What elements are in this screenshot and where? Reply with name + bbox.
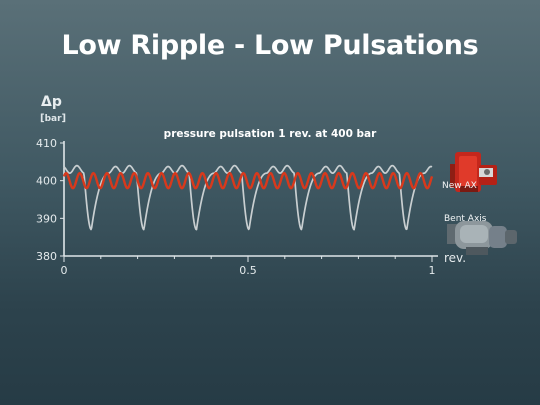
legend-label-0: New AX	[442, 181, 477, 191]
y-tick-label-2: 400	[36, 175, 57, 188]
slide-title: Low Ripple - Low Pulsations	[61, 30, 479, 61]
x-tick-label-2: 1	[429, 264, 436, 277]
y-tick-label-0: 380	[36, 250, 57, 263]
y-axis-unit: [bar]	[40, 113, 67, 124]
red-axial-pump-icon	[450, 152, 497, 192]
x-axis-label: rev.	[444, 251, 466, 265]
chart-title: pressure pulsation 1 rev. at 400 bar	[164, 128, 377, 140]
series-line-0	[62, 171, 434, 190]
series-line-1	[63, 164, 433, 231]
y-axis-symbol: Δp	[41, 94, 62, 110]
y-tick-label-3: 410	[36, 137, 57, 150]
x-tick-label-1: 0.5	[239, 264, 257, 277]
y-tick-label-1: 390	[36, 212, 57, 225]
bent-axis-pump-icon	[447, 221, 517, 255]
x-tick-label-0: 0	[61, 264, 68, 277]
y-axis-unit-text: bar	[44, 114, 62, 124]
legend-label-1: Bent Axis	[444, 214, 487, 224]
